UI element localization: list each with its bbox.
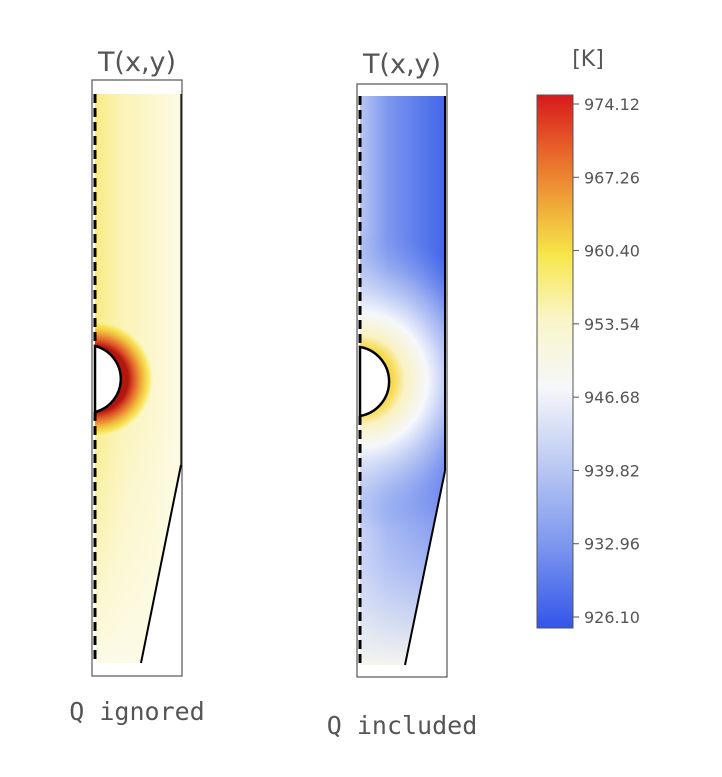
panel-q-ignored: T(x,y) Q ignored bbox=[69, 47, 204, 726]
caption-left: Q ignored bbox=[69, 697, 204, 726]
panel-q-included: T(x,y) Q included bbox=[327, 49, 478, 740]
colorbar-unit: [K] bbox=[572, 47, 604, 72]
panel-title-right: T(x,y) bbox=[362, 49, 441, 80]
panel-title-left: T(x,y) bbox=[97, 47, 176, 78]
colorbar: [K] 974.12 967.26 960.40 953.54 946.68 939.82… bbox=[536, 47, 640, 629]
hole-left bbox=[93, 344, 122, 414]
colorbar-tick-label: 939.82 bbox=[584, 461, 640, 480]
colorbar-gradient bbox=[536, 94, 574, 629]
colorbar-tick-label: 953.54 bbox=[584, 315, 640, 334]
slanted-edge-left bbox=[140, 464, 182, 664]
colorbar-tick-label: 932.96 bbox=[584, 535, 640, 554]
hole-right bbox=[358, 345, 391, 418]
caption-right: Q included bbox=[327, 711, 478, 740]
colorbar-tick-label: 926.10 bbox=[584, 608, 640, 627]
slanted-edge-right bbox=[404, 470, 446, 666]
colorbar-ticks: 974.12 967.26 960.40 953.54 946.68 939.82 932.… bbox=[573, 95, 640, 627]
colorbar-tick-label: 946.68 bbox=[584, 388, 640, 407]
colorbar-tick-label: 974.12 bbox=[584, 95, 640, 114]
colorbar-tick-label: 967.26 bbox=[584, 168, 640, 187]
colorbar-tick-label: 960.40 bbox=[584, 242, 640, 261]
